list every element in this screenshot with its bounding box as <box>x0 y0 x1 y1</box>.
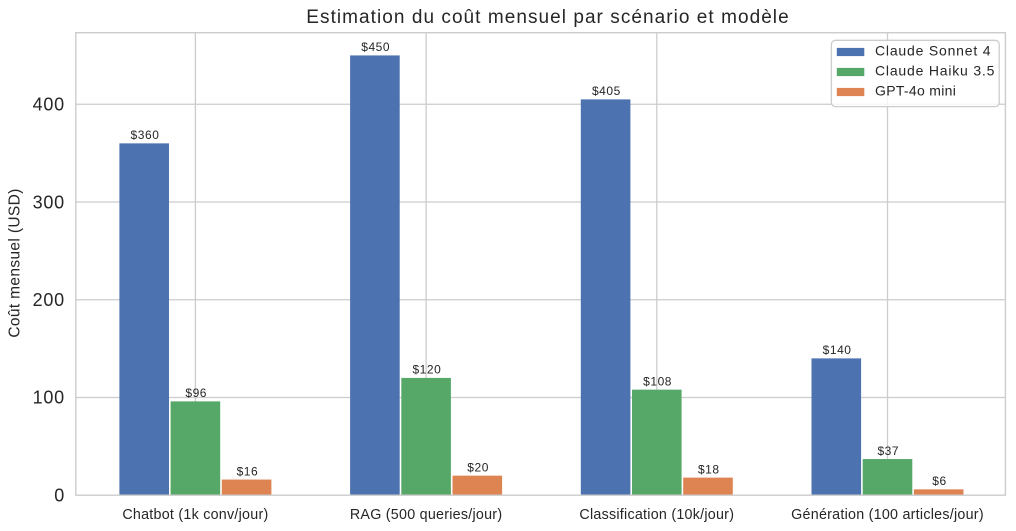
svg-text:Estimation du coût mensuel par: Estimation du coût mensuel par scénario … <box>306 7 789 28</box>
svg-text:GPT-4o mini: GPT-4o mini <box>875 83 956 99</box>
svg-text:$450: $450 <box>361 40 390 54</box>
svg-text:$96: $96 <box>185 386 207 400</box>
svg-text:$37: $37 <box>877 444 899 458</box>
svg-text:$140: $140 <box>823 343 852 357</box>
svg-text:RAG (500 queries/jour): RAG (500 queries/jour) <box>350 507 503 523</box>
svg-text:Classification (10k/jour): Classification (10k/jour) <box>579 507 734 523</box>
svg-text:$20: $20 <box>467 461 489 475</box>
svg-text:Chatbot (1k conv/jour): Chatbot (1k conv/jour) <box>122 507 268 523</box>
svg-text:$360: $360 <box>131 128 160 142</box>
svg-text:Coût mensuel (USD): Coût mensuel (USD) <box>7 188 24 337</box>
svg-text:$405: $405 <box>592 84 621 98</box>
svg-text:400: 400 <box>33 95 65 115</box>
svg-text:$6: $6 <box>932 474 946 488</box>
svg-text:$120: $120 <box>412 363 441 377</box>
svg-text:$18: $18 <box>698 462 720 476</box>
svg-text:Claude Haiku 3.5: Claude Haiku 3.5 <box>875 63 995 79</box>
svg-text:Génération (100 articles/jour): Génération (100 articles/jour) <box>791 507 984 523</box>
svg-text:$108: $108 <box>643 375 672 389</box>
svg-text:0: 0 <box>54 485 65 505</box>
svg-text:100: 100 <box>33 388 65 408</box>
svg-text:Claude Sonnet 4: Claude Sonnet 4 <box>875 43 991 59</box>
svg-text:200: 200 <box>33 290 65 310</box>
svg-text:$16: $16 <box>237 464 259 478</box>
svg-text:300: 300 <box>33 192 65 212</box>
